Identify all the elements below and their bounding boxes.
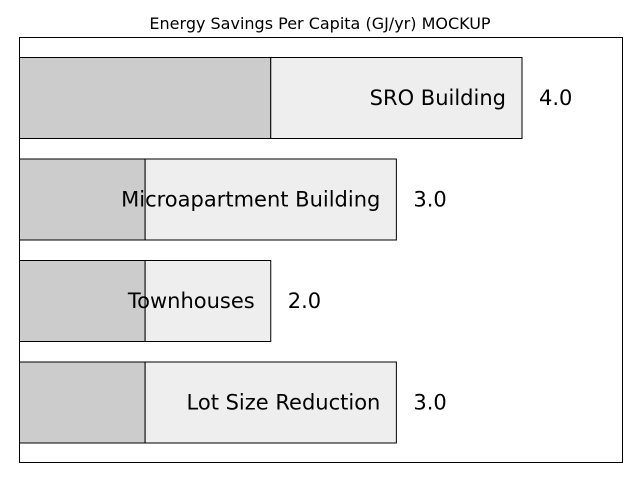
bars-layer: SRO Building 4.0 Microapartment Building 3.… [19, 57, 572, 444]
bar-lot-size-reduction-segment-1 [19, 361, 146, 444]
value-label-sro-building: 4.0 [539, 86, 572, 110]
value-label-lot-size-reduction: 3.0 [413, 391, 446, 415]
chart-title: Energy Savings Per Capita (GJ/yr) MOCKUP [149, 14, 490, 33]
category-label-sro-building: SRO Building [370, 86, 506, 110]
bar-townhouses-segment-2 [144, 260, 272, 342]
bar-sro-building-segment-2 [270, 57, 523, 139]
bar-sro-building-segment-1 [19, 57, 272, 139]
bar-microapartment-building-segment-1 [19, 158, 146, 241]
category-label-microapartment-building: Microapartment Building [121, 188, 380, 212]
bar-microapartment-building-segment-2 [144, 158, 397, 241]
value-label-townhouses: 2.0 [288, 289, 321, 313]
category-label-lot-size-reduction: Lot Size Reduction [187, 391, 381, 415]
value-label-microapartment-building: 3.0 [413, 188, 446, 212]
bar-lot-size-reduction-segment-2 [144, 361, 397, 444]
bar-townhouses-segment-1 [19, 260, 146, 342]
category-label-townhouses: Townhouses [127, 289, 255, 313]
